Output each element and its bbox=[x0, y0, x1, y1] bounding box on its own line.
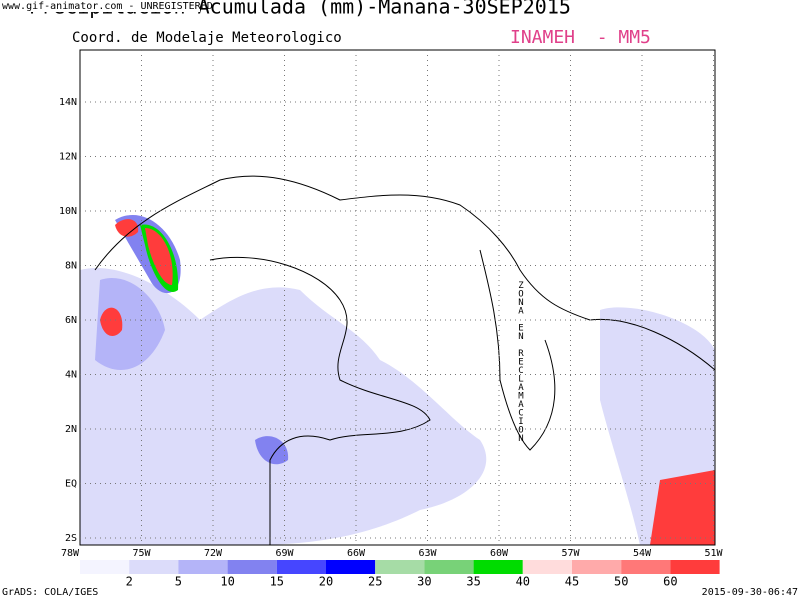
lon-label: 75W bbox=[132, 548, 151, 559]
legend-label: 45 bbox=[565, 575, 579, 589]
lat-label: 2S bbox=[65, 533, 77, 544]
legend-swatch bbox=[178, 560, 228, 574]
lon-label: 57W bbox=[561, 548, 580, 559]
lon-label: 66W bbox=[347, 548, 366, 559]
legend-label: 30 bbox=[417, 575, 431, 589]
legend-swatch bbox=[276, 560, 326, 574]
legend-label: 25 bbox=[368, 575, 382, 589]
rain-area bbox=[100, 307, 123, 336]
lat-label: 6N bbox=[65, 315, 77, 326]
lon-label: 63W bbox=[418, 548, 437, 559]
rain-area bbox=[145, 228, 173, 285]
legend-swatch bbox=[670, 560, 720, 574]
legend-swatch bbox=[375, 560, 425, 574]
lon-label: 72W bbox=[204, 548, 223, 559]
rain-area bbox=[650, 470, 715, 545]
legend-swatch bbox=[326, 560, 376, 574]
rain-area bbox=[115, 219, 139, 237]
footer-right: 2015-09-30-06:47 bbox=[702, 587, 798, 598]
legend-label: 2 bbox=[126, 575, 133, 589]
legend-swatch bbox=[522, 560, 572, 574]
lon-label: 54W bbox=[633, 548, 652, 559]
legend-label: 50 bbox=[614, 575, 628, 589]
lon-label: 51W bbox=[704, 548, 723, 559]
lat-label: EQ bbox=[65, 479, 77, 490]
lon-label: 78W bbox=[61, 548, 80, 559]
lat-label: 8N bbox=[65, 261, 77, 272]
subtitle: Coord. de Modelaje Meteorologico bbox=[72, 30, 342, 46]
lon-label: 60W bbox=[490, 548, 509, 559]
legend-label: 35 bbox=[466, 575, 480, 589]
lat-label: 2N bbox=[65, 424, 77, 435]
legend-label: 15 bbox=[270, 575, 284, 589]
legend-label: 10 bbox=[220, 575, 234, 589]
lat-label: 14N bbox=[59, 97, 77, 108]
lat-label: 12N bbox=[59, 152, 77, 163]
precipitation-field bbox=[80, 214, 715, 545]
rain-area bbox=[255, 436, 289, 465]
lat-label: 4N bbox=[65, 370, 77, 381]
rain-area bbox=[80, 268, 487, 545]
legend-swatch bbox=[424, 560, 474, 574]
brand: INAMEH - MM5 bbox=[510, 27, 651, 48]
footer-left: GrADS: COLA/IGES bbox=[2, 587, 98, 598]
border bbox=[479, 249, 556, 451]
legend-swatch bbox=[227, 560, 277, 574]
legend-swatch bbox=[473, 560, 523, 574]
legend-label: 20 bbox=[319, 575, 333, 589]
legend-swatch bbox=[80, 560, 130, 574]
legend-swatch bbox=[129, 560, 179, 574]
lat-label: 10N bbox=[59, 206, 77, 217]
legend-label: 5 bbox=[175, 575, 182, 589]
legend-label: 40 bbox=[516, 575, 530, 589]
legend-swatch bbox=[621, 560, 671, 574]
map-frame bbox=[79, 49, 716, 546]
watermark-bg bbox=[0, 0, 200, 12]
border bbox=[209, 256, 431, 545]
legend-label: 60 bbox=[663, 575, 677, 589]
rain-area bbox=[95, 278, 165, 370]
watermark: www.gif-animator.com - UNREGISTERED bbox=[2, 1, 213, 12]
lon-label: 69W bbox=[275, 548, 294, 559]
legend-swatch bbox=[572, 560, 622, 574]
